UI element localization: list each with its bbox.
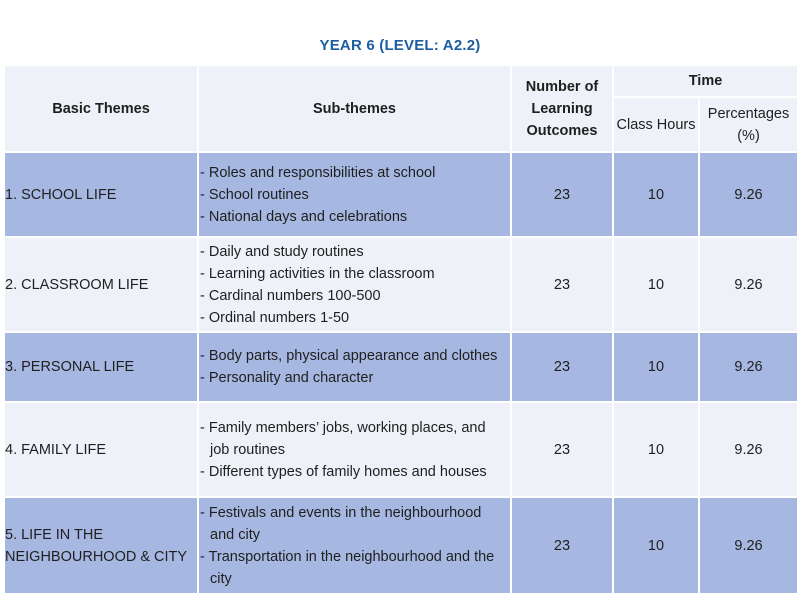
outcomes-cell: 23 [511, 497, 614, 595]
percentage-cell: 9.26 [699, 402, 797, 498]
subtheme-list: - Festivals and events in the neighbourh… [199, 502, 510, 590]
class-hours-cell: 10 [613, 402, 700, 498]
theme-cell: 4. FAMILY LIFE [5, 402, 199, 498]
subtheme-item: - Personality and character [200, 370, 374, 386]
header-percentages: Percentages (%) [699, 97, 797, 153]
subthemes-cell: - Roles and responsibilities at school - … [198, 152, 512, 238]
subtheme-item: - Transportation in the neighbourhood an… [200, 548, 495, 587]
theme-cell: 1. SCHOOL LIFE [5, 152, 199, 238]
theme-cell: 3. PERSONAL LIFE [5, 332, 199, 403]
header-sub-themes: Sub-themes [198, 66, 512, 153]
subtheme-item: - Body parts, physical appearance and cl… [200, 348, 498, 364]
subthemes-cell: - Family members’ jobs, working places, … [198, 402, 512, 498]
subtheme-list: - Family members’ jobs, working places, … [199, 417, 510, 483]
table-row: 2. CLASSROOM LIFE - Daily and study routi… [5, 237, 797, 333]
subtheme-item: - Festivals and events in the neighbourh… [200, 504, 482, 543]
subtheme-item: - National days and celebrations [200, 208, 408, 225]
subtheme-item: - School routines [200, 186, 309, 203]
subtheme-list: - Daily and study routines - Learning act… [199, 241, 510, 329]
subtheme-list: - Roles and responsibilities at school - … [199, 162, 510, 228]
subtheme-list: - Body parts, physical appearance and cl… [199, 345, 510, 389]
outcomes-cell: 23 [511, 402, 614, 498]
header-time: Time [613, 66, 797, 98]
percentage-cell: 9.26 [699, 152, 797, 238]
subthemes-cell: - Daily and study routines - Learning act… [198, 237, 512, 333]
class-hours-cell: 10 [613, 237, 700, 333]
percentage-cell: 9.26 [699, 237, 797, 333]
header-basic-themes: Basic Themes [5, 66, 199, 153]
class-hours-cell: 10 [613, 332, 700, 403]
header-learning-outcomes: Number of Learning Outcomes [511, 66, 614, 153]
theme-cell: 5. LIFE IN THE NEIGHBOURHOOD & CITY [5, 497, 199, 595]
subthemes-cell: - Festivals and events in the neighbourh… [198, 497, 512, 595]
percentage-cell: 9.26 [699, 332, 797, 403]
theme-cell: 2. CLASSROOM LIFE [5, 237, 199, 333]
subtheme-item: - Daily and study routines [200, 243, 364, 260]
subtheme-item: - Cardinal numbers 100-500 [200, 287, 381, 304]
subthemes-cell: - Body parts, physical appearance and cl… [198, 332, 512, 403]
header-class-hours: Class Hours [613, 97, 700, 153]
table-row: 3. PERSONAL LIFE - Body parts, physical a… [5, 332, 797, 403]
table-row: 4. FAMILY LIFE - Family members’ jobs, wo… [5, 402, 797, 498]
table-row: 1. SCHOOL LIFE - Roles and responsibiliti… [5, 152, 797, 238]
syllabus-table: Basic Themes Sub-themes Number of Learni… [5, 66, 797, 595]
outcomes-cell: 23 [511, 237, 614, 333]
subtheme-item: - Learning activities in the classroom [200, 265, 435, 282]
page-title: YEAR 6 (LEVEL: A2.2) [319, 37, 481, 54]
subtheme-item: - Family members’ jobs, working places, … [200, 419, 486, 458]
outcomes-cell: 23 [511, 332, 614, 403]
outcomes-cell: 23 [511, 152, 614, 238]
class-hours-cell: 10 [613, 152, 700, 238]
subtheme-item: - Different types of family homes and ho… [200, 463, 487, 480]
class-hours-cell: 10 [613, 497, 700, 595]
subtheme-item: - Roles and responsibilities at school [200, 164, 436, 181]
subtheme-item: - Ordinal numbers 1-50 [200, 309, 350, 326]
percentage-cell: 9.26 [699, 497, 797, 595]
table-row: 5. LIFE IN THE NEIGHBOURHOOD & CITY - Fes… [5, 497, 797, 595]
